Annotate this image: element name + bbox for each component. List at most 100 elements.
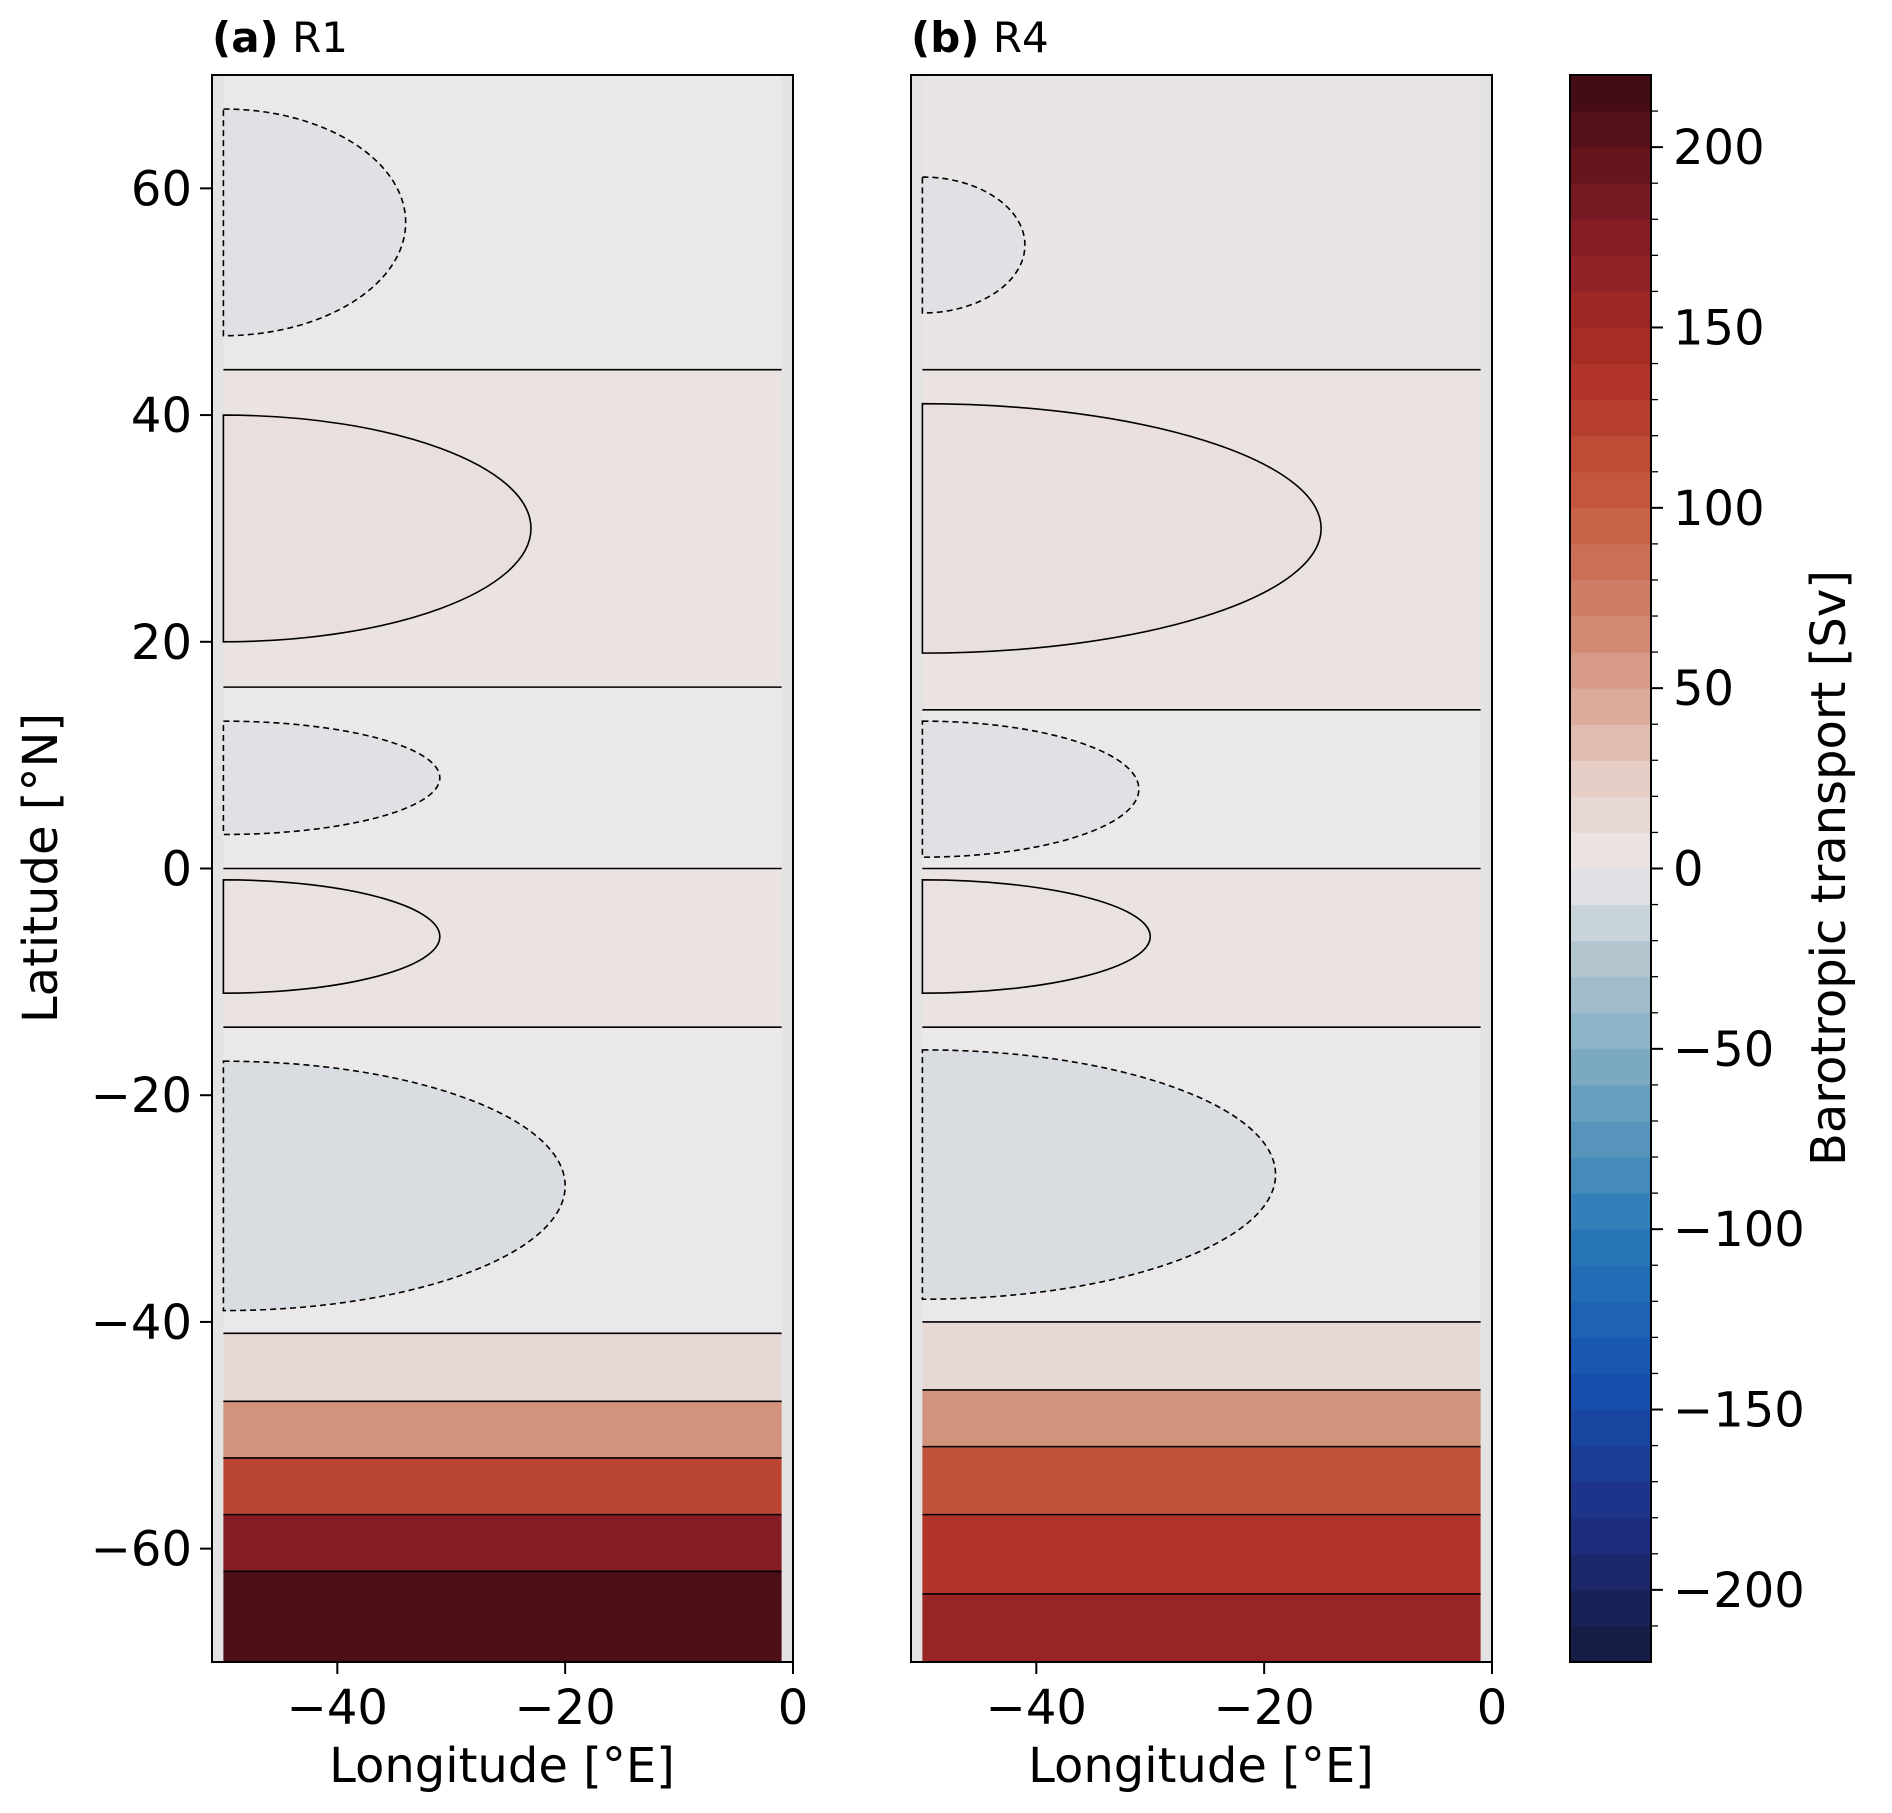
gyre-contour-4 xyxy=(921,1049,1277,1301)
colorbar-level xyxy=(1570,832,1651,869)
colorbar-level xyxy=(1570,796,1651,833)
colorbar-level xyxy=(1570,1084,1651,1122)
panel-a: 60 40 20 0 −20 −40 −60 −40 −20 0 (a) R1 Longitud… xyxy=(13,13,808,1794)
colorbar-level xyxy=(1570,1553,1651,1591)
colorbar-level xyxy=(1570,1265,1651,1302)
colorbar-level xyxy=(1570,1625,1651,1663)
colorbar-level xyxy=(1570,435,1651,473)
colorbar-level xyxy=(1570,363,1651,401)
panel-b: −40 −20 0 (b) R4 Longitude [°E] xyxy=(910,13,1508,1794)
colorbar-bands xyxy=(1570,75,1651,1663)
gyre-contour-3 xyxy=(222,879,441,994)
x-tick-label: −20 xyxy=(1214,1680,1315,1736)
transport-band-9 xyxy=(922,1593,1481,1662)
colorbar-level xyxy=(1570,219,1651,256)
x-tick-label: 0 xyxy=(778,1680,809,1736)
y-tick-label: 20 xyxy=(131,615,192,671)
colorbar-level xyxy=(1570,1229,1651,1266)
panel-b-title: (b) R4 xyxy=(911,13,1049,62)
colorbar-level xyxy=(1570,1337,1651,1374)
colorbar-level xyxy=(1570,507,1651,545)
transport-band-5 xyxy=(223,1333,782,1402)
colorbar-level xyxy=(1570,1157,1651,1194)
colorbar-level xyxy=(1570,868,1651,906)
colorbar-level xyxy=(1570,1517,1651,1555)
colorbar-level xyxy=(1570,183,1651,220)
colorbar-level xyxy=(1570,579,1651,617)
colorbar-level xyxy=(1570,75,1651,112)
y-tick-label: −20 xyxy=(91,1068,192,1124)
y-tick-label: 0 xyxy=(161,842,192,898)
colorbar-tick-label: 0 xyxy=(1673,842,1704,898)
colorbar-tick-label: 200 xyxy=(1673,120,1765,176)
gyre-contour-2 xyxy=(222,720,441,836)
panel-b-x-ticks: −40 −20 0 xyxy=(986,1662,1508,1736)
transport-band-9 xyxy=(223,1571,782,1662)
panel-a-field xyxy=(212,75,793,1662)
colorbar-level xyxy=(1570,1301,1651,1338)
colorbar-tick-label: 150 xyxy=(1673,300,1765,356)
panel-a-x-ticks: −40 −20 0 xyxy=(287,1662,809,1736)
x-tick-label: 0 xyxy=(1477,1680,1508,1736)
colorbar-tick-label: −200 xyxy=(1673,1563,1805,1619)
colorbar: 200 150 100 50 0 −50 −100 −150 −200 Barotropic t… xyxy=(1569,74,1857,1663)
transport-band-7 xyxy=(922,1446,1481,1515)
colorbar-level xyxy=(1570,1120,1651,1158)
gyre-contour-1 xyxy=(222,414,532,643)
colorbar-level xyxy=(1570,976,1651,1014)
colorbar-level xyxy=(1570,652,1651,689)
colorbar-level xyxy=(1570,291,1651,328)
colorbar-level xyxy=(1570,1589,1651,1627)
colorbar-tick-label: −150 xyxy=(1673,1383,1805,1439)
colorbar-level xyxy=(1570,1481,1651,1519)
panel-a-title: (a) R1 xyxy=(212,13,348,62)
colorbar-level xyxy=(1570,399,1651,437)
colorbar-level xyxy=(1570,1193,1651,1230)
colorbar-tick-label: 100 xyxy=(1673,481,1765,537)
colorbar-level xyxy=(1570,1048,1651,1086)
panel-b-x-label: Longitude [°E] xyxy=(1028,1738,1374,1794)
x-tick-label: −20 xyxy=(515,1680,616,1736)
gyre-contour-2 xyxy=(921,720,1140,858)
transport-band-7 xyxy=(223,1457,782,1515)
colorbar-level xyxy=(1570,1445,1651,1483)
colorbar-level xyxy=(1570,940,1651,978)
colorbar-level xyxy=(1570,327,1651,365)
gyre-contour-1 xyxy=(921,402,1322,654)
panel-a-y-label: Latitude [°N] xyxy=(13,713,69,1023)
panel-b-field xyxy=(911,75,1492,1662)
y-tick-label: −40 xyxy=(91,1295,192,1351)
colorbar-level xyxy=(1570,147,1651,184)
y-tick-label: 60 xyxy=(131,161,192,217)
colorbar-level xyxy=(1570,616,1651,653)
colorbar-tick-label: −100 xyxy=(1673,1202,1805,1258)
colorbar-level xyxy=(1570,724,1651,761)
panel-a-x-label: Longitude [°E] xyxy=(329,1738,675,1794)
transport-band-6 xyxy=(223,1401,782,1458)
colorbar-level xyxy=(1570,543,1651,581)
transport-band-8 xyxy=(922,1514,1481,1594)
gyre-contour-0 xyxy=(921,176,1026,314)
gyre-contour-0 xyxy=(222,108,407,337)
colorbar-level xyxy=(1570,760,1651,797)
x-tick-label: −40 xyxy=(287,1680,388,1736)
colorbar-level xyxy=(1570,688,1651,725)
transport-band-8 xyxy=(223,1514,782,1572)
colorbar-ticks: 200 150 100 50 0 −50 −100 −150 −200 xyxy=(1651,110,1805,1627)
y-tick-label: −60 xyxy=(91,1522,192,1578)
colorbar-level xyxy=(1570,1012,1651,1050)
colorbar-level xyxy=(1570,255,1651,292)
panel-a-y-ticks: 60 40 20 0 −20 −40 −60 xyxy=(91,161,212,1578)
transport-band-6 xyxy=(922,1389,1481,1447)
colorbar-tick-label: −50 xyxy=(1673,1022,1774,1078)
colorbar-tick-label: 50 xyxy=(1673,661,1734,717)
panel-b-frame xyxy=(910,74,1493,1663)
gyre-contour-3 xyxy=(921,879,1152,994)
colorbar-label: Barotropic transport [Sv] xyxy=(1801,570,1857,1166)
colorbar-level xyxy=(1570,904,1651,942)
colorbar-level xyxy=(1570,471,1651,509)
transport-band-5 xyxy=(922,1321,1481,1390)
colorbar-level xyxy=(1570,1409,1651,1447)
gyre-contour-4 xyxy=(222,1060,566,1312)
